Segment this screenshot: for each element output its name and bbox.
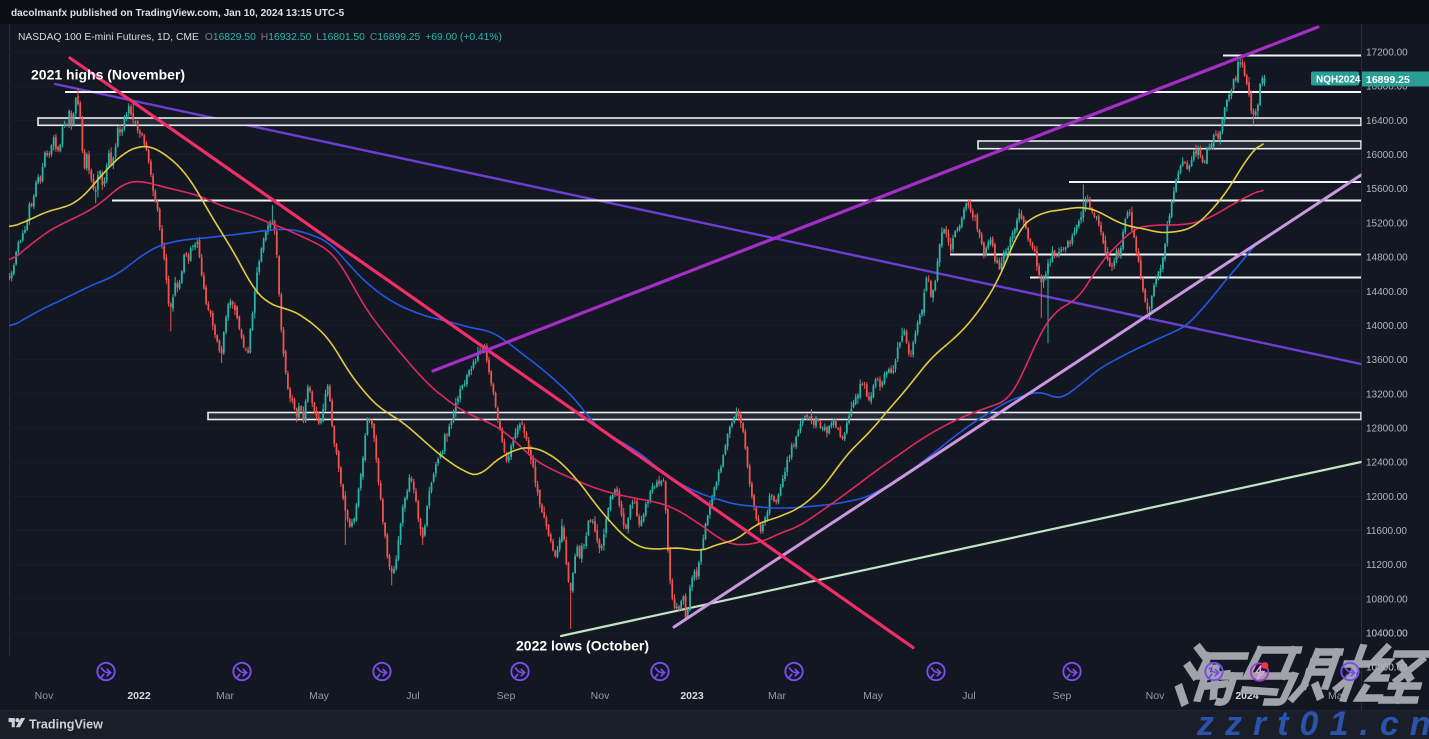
svg-text:14000.00: 14000.00: [1366, 321, 1408, 332]
svg-text:15600.00: 15600.00: [1366, 184, 1408, 195]
svg-text:14400.00: 14400.00: [1366, 287, 1408, 298]
svg-text:Jul: Jul: [962, 690, 975, 702]
svg-text:12400.00: 12400.00: [1366, 458, 1408, 469]
svg-text:11200.00: 11200.00: [1366, 560, 1407, 571]
svg-text:14800.00: 14800.00: [1366, 253, 1408, 264]
svg-text:NASDAQ 100 E-mini Futures, 1D,: NASDAQ 100 E-mini Futures, 1D, CME O16829…: [18, 32, 502, 43]
svg-text:11600.00: 11600.00: [1366, 526, 1407, 537]
svg-text:2021 highs (November): 2021 highs (November): [31, 67, 185, 83]
svg-text:Jul: Jul: [406, 690, 419, 702]
svg-text:17200.00: 17200.00: [1366, 48, 1408, 59]
svg-text:Sep: Sep: [497, 690, 516, 702]
svg-text:Mar: Mar: [768, 690, 787, 702]
svg-text:2023: 2023: [680, 690, 704, 702]
svg-text:dacolmanfx published on Tradin: dacolmanfx published on TradingView.com,…: [11, 8, 345, 19]
svg-text:TradingView: TradingView: [29, 718, 103, 732]
svg-text:10000.00: 10000.00: [1366, 663, 1408, 674]
svg-text:13600.00: 13600.00: [1366, 355, 1408, 366]
svg-text:10000.00: 10000.00: [1366, 663, 1408, 674]
svg-text:10800.00: 10800.00: [1366, 594, 1408, 605]
svg-text:13200.00: 13200.00: [1366, 389, 1408, 400]
svg-text:10400.00: 10400.00: [1366, 629, 1408, 640]
svg-text:May: May: [309, 690, 330, 702]
svg-text:2022 lows (October): 2022 lows (October): [516, 638, 649, 654]
svg-text:12800.00: 12800.00: [1366, 424, 1408, 435]
svg-text:Mar: Mar: [216, 690, 235, 702]
svg-text:10400.00: 10400.00: [1366, 629, 1408, 640]
svg-text:2022: 2022: [127, 690, 151, 702]
svg-text:Sep: Sep: [1053, 690, 1072, 702]
svg-text:May: May: [863, 690, 884, 702]
svg-text:Nov: Nov: [35, 690, 54, 702]
svg-text:16400.00: 16400.00: [1366, 116, 1408, 127]
svg-text:Nov: Nov: [1146, 690, 1165, 702]
svg-text:16899.25: 16899.25: [1366, 74, 1410, 86]
svg-text:16800.00: 16800.00: [1366, 82, 1408, 93]
svg-text:16000.00: 16000.00: [1366, 150, 1408, 161]
svg-text:12000.00: 12000.00: [1366, 492, 1408, 503]
svg-text:NQH2024: NQH2024: [1316, 75, 1361, 86]
svg-text:15200.00: 15200.00: [1366, 218, 1408, 229]
svg-text:zzrt01.cn: zzrt01.cn: [1196, 705, 1429, 739]
svg-text:Nov: Nov: [591, 690, 610, 702]
